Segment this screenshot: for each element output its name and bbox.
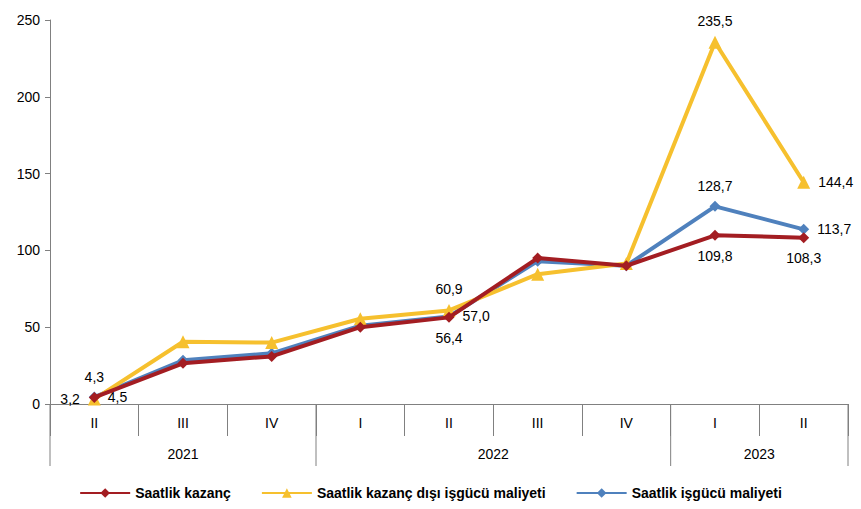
svg-text:I: I [358,415,362,431]
svg-text:IV: IV [265,415,279,431]
svg-text:113,7: 113,7 [817,221,851,237]
svg-text:100: 100 [17,242,41,258]
svg-text:150: 150 [17,166,41,182]
svg-text:108,3: 108,3 [786,250,821,266]
svg-text:250: 250 [17,12,41,28]
svg-text:II: II [800,415,808,431]
svg-text:60,9: 60,9 [435,281,462,297]
svg-text:200: 200 [17,89,41,105]
svg-text:144,4: 144,4 [818,174,853,190]
svg-text:3,2: 3,2 [60,391,80,407]
svg-text:Saatlik kazanç: Saatlik kazanç [135,485,231,501]
svg-text:56,4: 56,4 [435,330,462,346]
svg-text:2021: 2021 [167,446,198,462]
svg-text:2022: 2022 [478,446,509,462]
svg-text:128,7: 128,7 [697,178,732,194]
svg-text:II: II [90,415,98,431]
svg-text:0: 0 [32,396,40,412]
svg-text:III: III [177,415,189,431]
svg-text:II: II [445,415,453,431]
svg-text:235,5: 235,5 [697,13,732,29]
svg-text:109,8: 109,8 [697,248,732,264]
svg-text:57,0: 57,0 [463,308,490,324]
svg-text:Saatlik işgücü maliyeti: Saatlik işgücü maliyeti [632,485,782,501]
svg-text:50: 50 [24,319,40,335]
svg-text:Saatlik kazanç dışı işgücü mal: Saatlik kazanç dışı işgücü maliyeti [317,485,546,501]
svg-text:4,3: 4,3 [85,369,105,385]
svg-text:III: III [532,415,544,431]
svg-text:I: I [713,415,717,431]
svg-text:IV: IV [620,415,634,431]
svg-text:2023: 2023 [744,446,775,462]
svg-text:4,5: 4,5 [107,389,128,406]
